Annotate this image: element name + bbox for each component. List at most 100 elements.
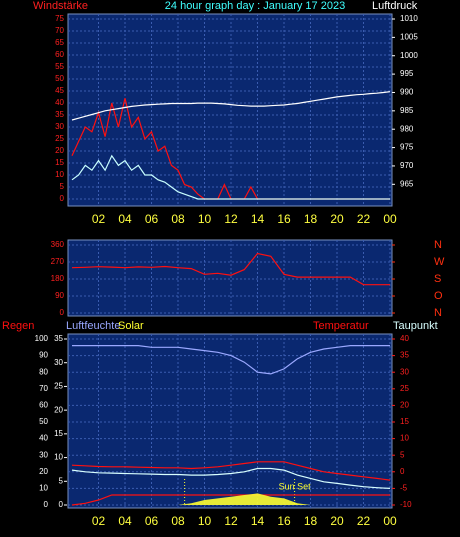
y-tick-label: 0 bbox=[60, 194, 65, 203]
x-tick-label: 00 bbox=[383, 514, 397, 528]
line bbox=[72, 345, 390, 375]
y-tick-label: 360 bbox=[51, 240, 65, 249]
y-tick-label: 100 bbox=[35, 334, 49, 343]
y3-tick-label: 5 bbox=[59, 476, 64, 485]
y2-tick-label: 1000 bbox=[400, 51, 418, 60]
x-tick-label: 08 bbox=[171, 514, 185, 528]
y-tick-label: 10 bbox=[55, 170, 64, 179]
chart-title: 24 hour graph day : January 17 2023 bbox=[165, 0, 345, 12]
x-tick-label: 22 bbox=[357, 514, 371, 528]
x-tick-label: 02 bbox=[92, 212, 106, 226]
y-tick-label: 25 bbox=[55, 134, 64, 143]
y2-tick-label: 30 bbox=[400, 367, 409, 376]
y-tick-label: 55 bbox=[55, 62, 64, 71]
y2-tick-label: W bbox=[434, 256, 445, 268]
y2-tick-label: O bbox=[434, 290, 443, 302]
line bbox=[71, 461, 391, 481]
y-tick-label: 30 bbox=[55, 122, 64, 131]
x-tick-label: 10 bbox=[198, 212, 212, 226]
y-tick-label: 65 bbox=[55, 38, 64, 47]
x-tick-label: 08 bbox=[171, 212, 185, 226]
y2-tick-label: 980 bbox=[400, 124, 414, 133]
y2-tick-label: 35 bbox=[400, 351, 409, 360]
x-tick-label: 16 bbox=[277, 212, 291, 226]
y-tick-label: 50 bbox=[39, 417, 48, 426]
x-tick-label: 18 bbox=[304, 212, 318, 226]
y-tick-label: 20 bbox=[39, 467, 48, 476]
y3-tick-label: 25 bbox=[54, 382, 63, 391]
legend-label: Regen bbox=[2, 320, 34, 332]
y-tick-label: 90 bbox=[39, 351, 48, 360]
plot-area bbox=[67, 333, 393, 509]
legend-label: Solar bbox=[118, 320, 144, 332]
y-tick-label: 70 bbox=[39, 384, 48, 393]
y2-tick-label: 970 bbox=[400, 161, 414, 170]
x-tick-label: 14 bbox=[251, 212, 265, 226]
x-tick-label: 22 bbox=[357, 212, 371, 226]
line bbox=[71, 154, 390, 200]
x-tick-label: 18 bbox=[304, 514, 318, 528]
y3-tick-label: 15 bbox=[54, 429, 63, 438]
x-tick-label: 06 bbox=[145, 212, 159, 226]
area bbox=[72, 493, 390, 505]
y2-tick-label: -5 bbox=[400, 484, 408, 493]
y3-tick-label: 0 bbox=[59, 500, 64, 509]
x-tick-label: 10 bbox=[198, 514, 212, 528]
y2-tick-label: 1010 bbox=[400, 14, 418, 23]
y-tick-label: 90 bbox=[55, 291, 64, 300]
y-tick-label: 10 bbox=[39, 484, 48, 493]
x-tick-label: 02 bbox=[92, 514, 106, 528]
y2-tick-label: S bbox=[434, 273, 441, 285]
x-tick-label: 16 bbox=[277, 514, 291, 528]
line bbox=[71, 252, 390, 286]
y2-tick-label: 15 bbox=[400, 417, 409, 426]
annotation: Sun Set bbox=[279, 481, 312, 491]
y-tick-label: 75 bbox=[55, 14, 64, 23]
y-tick-label: 70 bbox=[55, 26, 64, 35]
y-tick-label: 45 bbox=[55, 86, 64, 95]
y-tick-label: 20 bbox=[55, 146, 64, 155]
y2-tick-label: 25 bbox=[400, 384, 409, 393]
y-tick-label: 180 bbox=[51, 274, 65, 283]
y-axis-label: Windstärke bbox=[33, 0, 88, 12]
y2-tick-label: -10 bbox=[400, 500, 412, 509]
x-tick-label: 20 bbox=[330, 514, 344, 528]
line bbox=[71, 467, 391, 489]
x-tick-label: 12 bbox=[224, 212, 238, 226]
plot-area bbox=[67, 239, 393, 317]
y3-tick-label: 30 bbox=[54, 358, 63, 367]
y-tick-label: 0 bbox=[44, 500, 49, 509]
legend-label: Temperatur bbox=[313, 320, 369, 332]
y-tick-label: 60 bbox=[55, 50, 64, 59]
y2-tick-label: 40 bbox=[400, 334, 409, 343]
y2-tick-label: 995 bbox=[400, 69, 414, 78]
legend-label: Luftfeuchte bbox=[66, 320, 120, 332]
y-tick-label: 0 bbox=[60, 308, 65, 317]
y2-tick-label: 0 bbox=[400, 467, 405, 476]
x-tick-label: 04 bbox=[118, 514, 132, 528]
y-tick-label: 80 bbox=[39, 367, 48, 376]
y2-tick-label: N bbox=[434, 239, 442, 251]
y2-tick-label: 965 bbox=[400, 179, 414, 188]
y-tick-label: 60 bbox=[39, 401, 48, 410]
y2-tick-label: 10 bbox=[400, 434, 409, 443]
y2-tick-label: 5 bbox=[400, 450, 405, 459]
x-tick-label: 06 bbox=[145, 514, 159, 528]
x-tick-label: 00 bbox=[383, 212, 397, 226]
y-tick-label: 40 bbox=[55, 98, 64, 107]
y2-tick-label: 20 bbox=[400, 401, 409, 410]
legend-label: Taupunkt bbox=[393, 320, 438, 332]
y2-axis-label: Luftdruck bbox=[372, 0, 418, 12]
y-tick-label: 5 bbox=[60, 182, 65, 191]
y2-tick-label: N bbox=[434, 307, 442, 319]
y-tick-label: 30 bbox=[39, 450, 48, 459]
y2-tick-label: 1005 bbox=[400, 32, 418, 41]
x-tick-label: 04 bbox=[118, 212, 132, 226]
x-tick-label: 14 bbox=[251, 514, 265, 528]
y2-tick-label: 975 bbox=[400, 143, 414, 152]
x-tick-label: 20 bbox=[330, 212, 344, 226]
line bbox=[71, 494, 390, 506]
line bbox=[71, 91, 391, 121]
y-tick-label: 50 bbox=[55, 74, 64, 83]
